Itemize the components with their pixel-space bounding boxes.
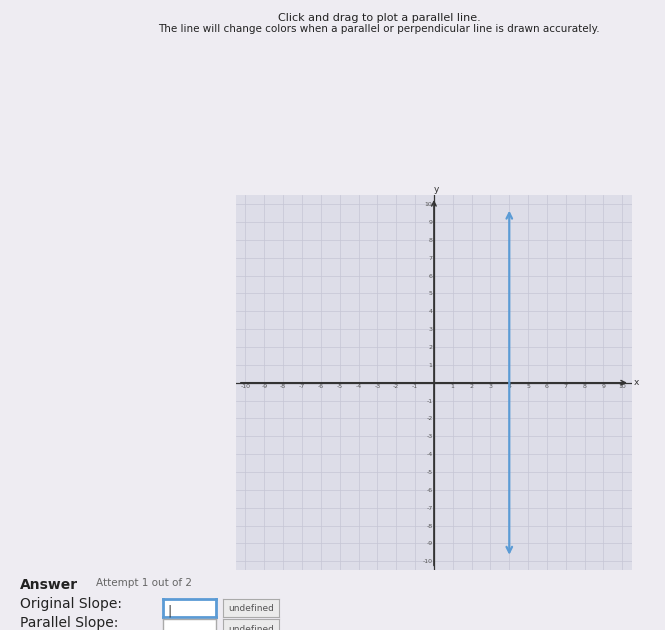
Text: Original Slope:: Original Slope: [20, 597, 122, 610]
Text: undefined: undefined [228, 624, 274, 630]
Text: undefined: undefined [228, 604, 274, 614]
Text: Click and drag to plot a parallel line.: Click and drag to plot a parallel line. [278, 13, 480, 23]
Text: Answer: Answer [20, 578, 78, 592]
Text: Attempt 1 out of 2: Attempt 1 out of 2 [96, 578, 192, 588]
Text: y: y [434, 185, 439, 195]
Text: x: x [634, 378, 639, 387]
Text: The line will change colors when a parallel or perpendicular line is drawn accur: The line will change colors when a paral… [158, 24, 600, 34]
Text: |: | [167, 604, 172, 617]
Text: Parallel Slope:: Parallel Slope: [20, 616, 118, 630]
